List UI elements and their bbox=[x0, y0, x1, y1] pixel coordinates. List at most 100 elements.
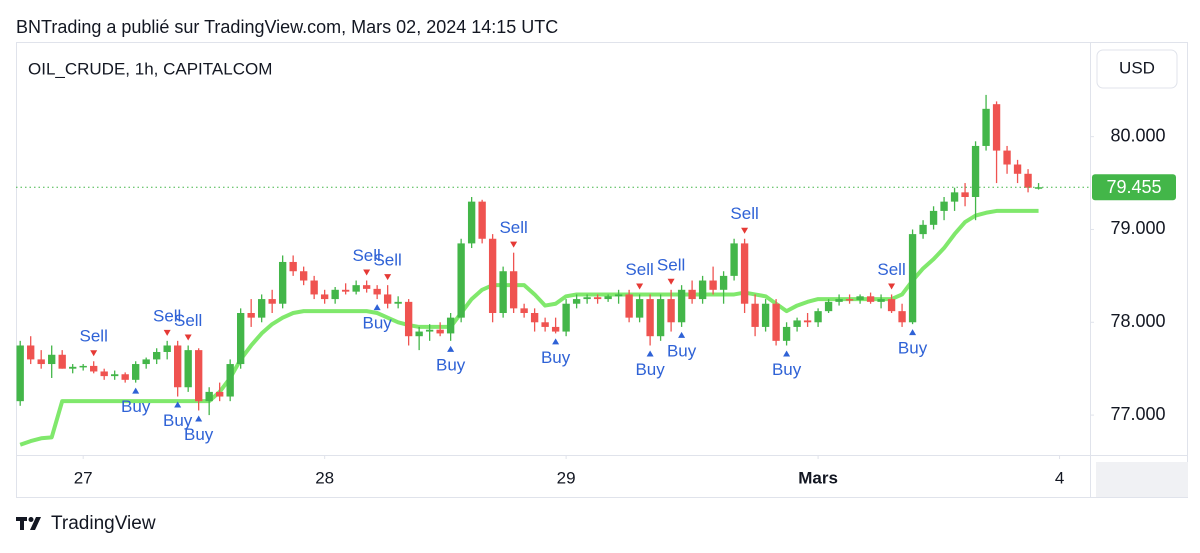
candle-body bbox=[352, 285, 360, 292]
buy-marker bbox=[646, 350, 654, 357]
candle-body bbox=[530, 313, 539, 323]
signal-label: Buy bbox=[184, 425, 214, 444]
buy-marker bbox=[195, 415, 203, 422]
candle-body bbox=[436, 329, 444, 334]
symbol-label: OIL_CRUDE, 1h, CAPITALCOM bbox=[28, 59, 272, 78]
candle-body bbox=[940, 201, 948, 211]
candle-body bbox=[37, 359, 45, 365]
candle-body bbox=[1034, 187, 1043, 189]
candle-body bbox=[856, 296, 864, 301]
last-price-box bbox=[1092, 174, 1176, 201]
candle-body bbox=[373, 288, 381, 295]
signal-label: Sell bbox=[625, 260, 653, 279]
last-price-label: 79.455 bbox=[1106, 177, 1161, 197]
y-tick-label: 80.000 bbox=[1110, 125, 1165, 145]
candle-body bbox=[929, 210, 938, 225]
candle-body bbox=[132, 364, 140, 380]
candle-body bbox=[982, 108, 990, 146]
candle-body bbox=[509, 271, 518, 309]
currency-button[interactable] bbox=[1096, 49, 1178, 89]
candle-body bbox=[583, 297, 591, 300]
candle-body bbox=[121, 374, 129, 380]
candle-body bbox=[604, 296, 612, 300]
candle-body bbox=[572, 299, 581, 304]
candle-body bbox=[835, 299, 843, 302]
candle-body bbox=[446, 317, 455, 334]
candle-body bbox=[467, 201, 476, 244]
sell-marker bbox=[636, 283, 644, 290]
sell-marker bbox=[384, 274, 392, 281]
buy-marker bbox=[132, 387, 140, 394]
candle-body bbox=[299, 271, 308, 281]
candle-body bbox=[793, 320, 801, 327]
candle-body bbox=[226, 364, 234, 397]
corner-box bbox=[1096, 462, 1188, 497]
candle-body bbox=[499, 271, 507, 314]
y-tick-label: 77.000 bbox=[1110, 404, 1165, 424]
candle-body bbox=[709, 280, 717, 290]
signal-label: Sell bbox=[499, 218, 527, 237]
candle-body bbox=[394, 301, 402, 304]
candle-body bbox=[289, 261, 297, 272]
candle-body bbox=[782, 326, 791, 341]
candle-body bbox=[950, 192, 959, 202]
signal-label: Sell bbox=[730, 204, 758, 223]
candle-body bbox=[174, 345, 182, 388]
candle-body bbox=[195, 350, 203, 402]
signal-label: Buy bbox=[898, 339, 928, 358]
candle-body bbox=[866, 296, 875, 302]
sell-marker bbox=[163, 329, 171, 336]
candle-body bbox=[247, 313, 255, 318]
candle-body bbox=[908, 234, 917, 323]
series-layer bbox=[16, 94, 1043, 447]
sell-marker bbox=[888, 283, 896, 290]
signal-label: Buy bbox=[667, 341, 697, 360]
candle-body bbox=[215, 391, 224, 397]
candle-body bbox=[142, 359, 150, 365]
candle-body bbox=[667, 299, 675, 323]
candle-body bbox=[111, 374, 119, 377]
candle-body bbox=[887, 299, 896, 312]
signal-label: Sell bbox=[373, 251, 401, 270]
sell-marker bbox=[363, 269, 371, 276]
candle-body bbox=[898, 311, 906, 323]
candle-body bbox=[310, 280, 318, 295]
candle-body bbox=[1003, 150, 1011, 165]
buy-marker bbox=[909, 329, 917, 336]
candle-body bbox=[320, 294, 329, 300]
candle-body bbox=[58, 354, 66, 369]
y-tick-label: 78.000 bbox=[1110, 311, 1165, 331]
signal-label: Sell bbox=[657, 255, 685, 274]
candle-body bbox=[16, 345, 24, 402]
candle-body bbox=[425, 329, 434, 332]
candle-body bbox=[698, 280, 707, 300]
candle-body bbox=[100, 371, 108, 377]
sell-marker bbox=[184, 334, 192, 341]
candle-body bbox=[278, 261, 287, 304]
brand: TradingView bbox=[51, 513, 156, 534]
candle-body bbox=[635, 299, 644, 318]
candle-body bbox=[90, 365, 98, 372]
buy-marker bbox=[447, 345, 455, 352]
signal-label: Sell bbox=[174, 311, 202, 330]
candle-body bbox=[656, 299, 665, 337]
sell-marker bbox=[741, 227, 749, 234]
x-tick-label: 29 bbox=[557, 468, 576, 487]
chart-frame bbox=[16, 42, 1188, 498]
candle-body bbox=[814, 311, 822, 323]
buy-marker bbox=[373, 304, 381, 311]
currency: USD bbox=[1119, 58, 1155, 77]
candle-body bbox=[625, 294, 633, 318]
candle-body bbox=[971, 145, 980, 197]
candle-body bbox=[614, 294, 623, 297]
candle-body bbox=[541, 322, 549, 327]
candle-body bbox=[803, 320, 812, 323]
signal-label: Sell bbox=[80, 327, 108, 346]
candle-body bbox=[404, 301, 413, 337]
buy-marker bbox=[783, 350, 791, 357]
candle-body bbox=[919, 224, 927, 235]
signal-label: Sell bbox=[352, 246, 380, 265]
candle-body bbox=[415, 331, 423, 337]
candle-body bbox=[520, 308, 528, 314]
signal-label: Sell bbox=[153, 306, 181, 325]
